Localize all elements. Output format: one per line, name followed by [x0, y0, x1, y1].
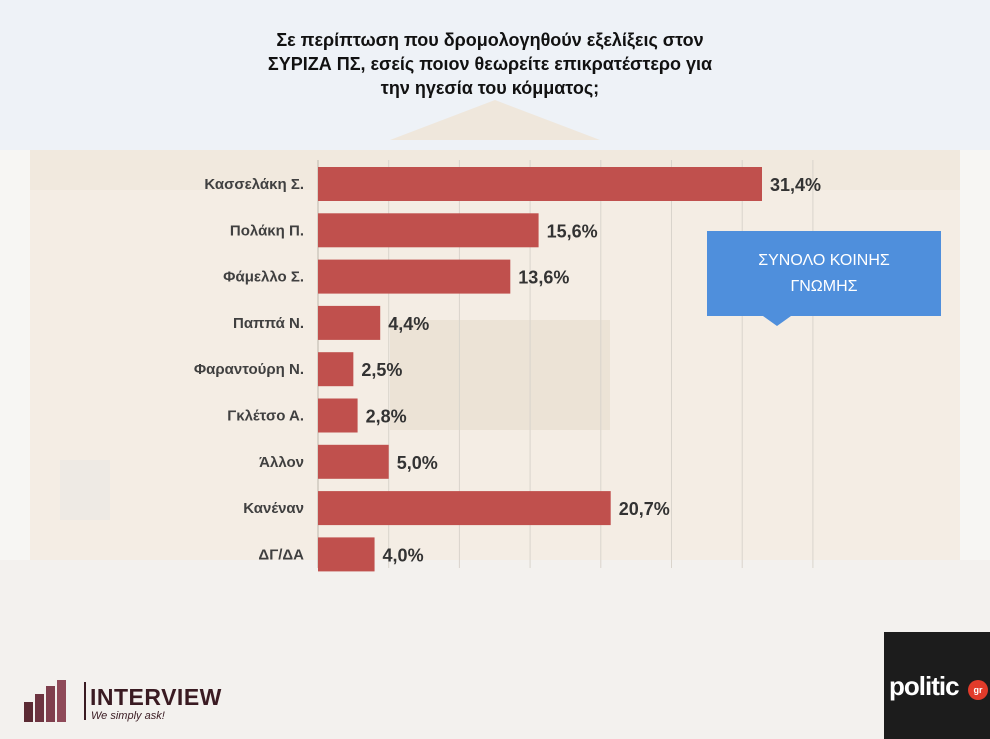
data-label: 2,8% [366, 407, 407, 427]
interview-logo-icon [24, 680, 86, 722]
data-label: 2,5% [361, 360, 402, 380]
bar [318, 305, 381, 340]
data-label: 4,4% [388, 314, 429, 334]
callout-line-1: ΣΥΝΟΛΟ ΚΟΙΝΗΣ [758, 251, 890, 269]
chart-title: Σε περίπτωση που δρομολογηθούν εξελίξεις… [190, 28, 790, 100]
category-label: Άλλον [259, 454, 304, 471]
category-label: Παππά Ν. [233, 315, 304, 332]
callout-line-2: ΓΝΩΜΗΣ [790, 277, 858, 295]
audience-callout: ΣΥΝΟΛΟ ΚΟΙΝΗΣ ΓΝΩΜΗΣ [707, 231, 941, 316]
bar [318, 537, 375, 572]
title-line-2: ΣΥΡΙΖΑ ΠΣ, εσείς ποιον θεωρείτε επικρατέ… [267, 54, 713, 74]
title-line-3: την ηγεσία του κόμματος; [380, 78, 600, 98]
category-label: Κασσελάκη Σ. [204, 176, 304, 193]
bar [318, 167, 762, 201]
callout-pointer [763, 316, 791, 326]
data-label: 13,6% [518, 268, 569, 288]
bar [318, 213, 539, 248]
politic-gr-badge: gr [968, 680, 988, 700]
title-line-1: Σε περίπτωση που δρομολογηθούν εξελίξεις… [276, 30, 704, 50]
category-label: Φαραντούρη Ν. [194, 361, 304, 378]
data-label: 4,0% [383, 545, 424, 565]
data-label: 15,6% [547, 221, 598, 241]
bar [318, 352, 354, 387]
category-label: Πολάκη Π. [230, 222, 304, 239]
data-label: 5,0% [397, 453, 438, 473]
data-label: 31,4% [770, 175, 821, 195]
category-label: Κανέναν [243, 500, 304, 517]
category-label: Φάμελλο Σ. [223, 269, 304, 286]
data-label: 20,7% [619, 499, 670, 519]
bar [318, 491, 611, 526]
interview-brand-name: INTERVIEW [90, 684, 222, 710]
bar [318, 259, 511, 294]
bar [318, 398, 358, 433]
interview-tagline: We simply ask! [91, 710, 165, 722]
bar [318, 444, 389, 479]
politic-brand-name: politic [889, 671, 960, 701]
category-label: ΔΓ/ΔΑ [258, 546, 304, 563]
category-label: Γκλέτσο Α. [227, 408, 304, 425]
